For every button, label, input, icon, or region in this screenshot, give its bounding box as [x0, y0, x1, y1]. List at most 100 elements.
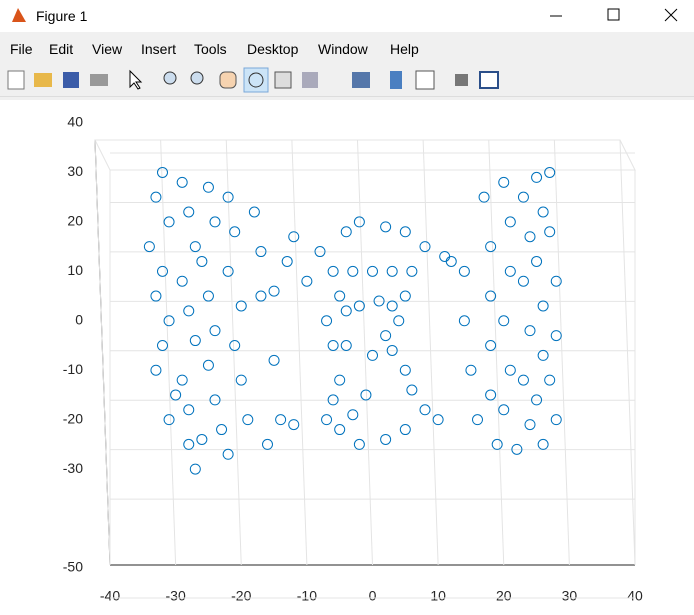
scatter-point	[222, 191, 234, 203]
scatter-point	[432, 414, 444, 426]
scatter-point	[353, 216, 365, 228]
scatter-point	[242, 414, 254, 426]
zoom-in-icon[interactable]	[163, 71, 177, 85]
menu-item[interactable]: File	[10, 41, 33, 57]
menu-item[interactable]: Desktop	[247, 41, 299, 57]
scatter-point	[485, 241, 497, 253]
scatter-point	[229, 340, 241, 351]
datatip-icon[interactable]	[274, 71, 292, 89]
scatter-point	[386, 344, 398, 356]
y-tick-label: 0	[75, 311, 83, 327]
scatter-point	[235, 374, 247, 386]
scatter-point	[163, 315, 175, 327]
scatter-point	[347, 265, 359, 277]
y-tick-label: 40	[67, 114, 83, 130]
menu-item[interactable]: Insert	[141, 41, 177, 57]
scatter-point	[334, 374, 346, 386]
window-title: Figure 1	[36, 8, 88, 24]
scatter-point	[537, 206, 549, 218]
scatter-point	[183, 404, 195, 416]
scatter-point	[189, 463, 201, 475]
scatter-point	[301, 275, 313, 287]
scatter-point	[183, 438, 195, 450]
scatter-point	[465, 364, 477, 376]
scatter-point	[222, 265, 234, 277]
scatter-point	[531, 255, 543, 267]
title-bar: Figure 1	[0, 0, 694, 32]
scatter-point	[176, 275, 188, 287]
grid-line	[291, 139, 308, 566]
scatter-point	[150, 191, 162, 203]
scatter-point	[340, 305, 352, 317]
scatter-point	[537, 438, 549, 450]
pan-icon[interactable]	[219, 71, 237, 89]
open-icon[interactable]	[34, 73, 52, 87]
scatter-point	[485, 290, 497, 302]
scatter-point	[327, 265, 339, 277]
x-tick-label: 30	[562, 588, 578, 604]
scatter-point	[380, 330, 392, 342]
zoom-out-icon[interactable]	[190, 71, 204, 85]
scatter-point	[419, 241, 431, 253]
close-button[interactable]	[664, 8, 678, 22]
scatter-point	[340, 340, 352, 351]
scatter-point	[491, 438, 503, 450]
menu-item[interactable]: Window	[318, 41, 368, 57]
scatter-point	[380, 433, 392, 445]
y-tick-label: 30	[67, 163, 83, 179]
colorbar-icon[interactable]	[390, 71, 402, 89]
grid-line	[225, 139, 242, 566]
scatter-point	[196, 433, 208, 445]
scatter-point	[393, 315, 405, 327]
dock-icon[interactable]	[479, 71, 499, 89]
rotate-icon-bg[interactable]	[243, 67, 269, 93]
scatter-point	[544, 226, 556, 238]
scatter-point	[288, 419, 300, 431]
scatter-point	[189, 335, 201, 347]
scatter-point	[143, 241, 155, 253]
hide-tools-icon[interactable]	[455, 74, 468, 86]
scatter-point	[517, 275, 529, 287]
y-tick-label: 10	[67, 262, 83, 278]
menu-bar: File Edit View Insert Tools Desktop Wind…	[0, 38, 694, 60]
scatter-point	[485, 340, 497, 351]
scatter-point	[498, 404, 510, 416]
menu-item[interactable]: View	[92, 41, 123, 57]
select-icon[interactable]	[129, 69, 143, 90]
scatter-point	[353, 438, 365, 450]
scatter-point	[524, 419, 536, 431]
save-icon[interactable]	[63, 72, 79, 88]
maximize-button[interactable]	[607, 8, 620, 21]
scatter-point	[281, 255, 293, 267]
brush-icon[interactable]	[302, 72, 318, 88]
scatter-point	[176, 176, 188, 188]
link-icon[interactable]	[352, 72, 370, 88]
menu-item[interactable]: Edit	[49, 41, 74, 57]
scatter-point	[504, 216, 516, 228]
scatter-point	[347, 409, 359, 421]
scatter-point	[150, 364, 162, 376]
y-tick-label: -30	[63, 460, 83, 476]
new-icon[interactable]	[7, 70, 25, 90]
y-tick-label: -20	[63, 410, 83, 426]
scatter-point	[537, 300, 549, 312]
legend-icon[interactable]	[415, 70, 435, 90]
scatter-point	[262, 438, 273, 450]
scatter-point	[176, 374, 188, 386]
scatter-point	[511, 443, 523, 455]
grid-line	[422, 139, 439, 566]
menu-item[interactable]: Tools	[194, 41, 227, 57]
grid-line	[357, 139, 373, 566]
scatter-point	[550, 275, 562, 287]
y-tick-label: -10	[63, 361, 83, 377]
scatter-point	[367, 265, 378, 277]
scatter-point	[157, 340, 168, 351]
scatter-point	[314, 246, 326, 258]
menu-item[interactable]: Help	[390, 41, 419, 57]
scatter-point	[406, 265, 418, 277]
toolbar	[0, 64, 694, 97]
print-icon[interactable]	[90, 74, 108, 86]
scatter-point	[399, 290, 411, 302]
scatter-point	[367, 349, 378, 361]
scatter-point	[327, 340, 339, 351]
